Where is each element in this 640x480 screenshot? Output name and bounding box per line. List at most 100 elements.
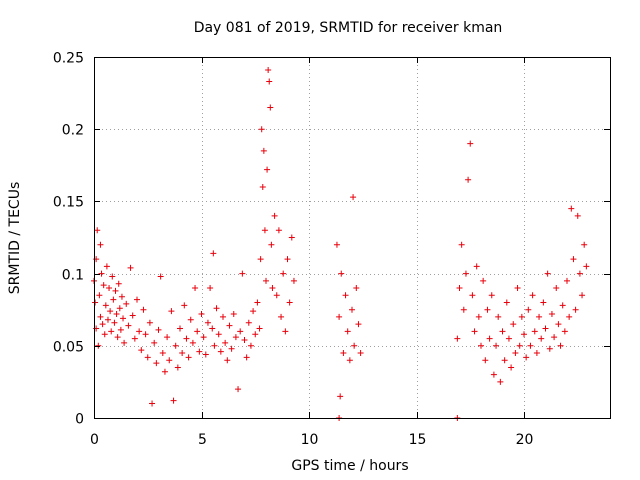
data-point	[478, 342, 484, 349]
y-tick-label: 0.05	[53, 340, 84, 356]
data-point	[486, 335, 493, 342]
data-point	[501, 357, 508, 364]
data-point	[344, 328, 351, 335]
data-point	[97, 313, 104, 320]
data-point	[355, 321, 362, 328]
data-point	[256, 325, 263, 332]
data-point	[518, 313, 525, 320]
data-point	[204, 319, 211, 326]
x-tick-label: 0	[90, 432, 99, 448]
data-point	[217, 348, 224, 355]
data-point	[523, 354, 530, 361]
data-point	[271, 212, 278, 219]
data-point	[94, 227, 101, 234]
y-axis-label: SRMTID / TECUs	[7, 182, 23, 295]
data-point	[484, 306, 491, 313]
data-point	[129, 312, 136, 319]
data-point	[264, 166, 271, 173]
data-point	[284, 256, 291, 263]
data-point	[342, 292, 349, 299]
data-point	[92, 299, 99, 306]
data-point	[454, 335, 461, 342]
data-point	[574, 212, 581, 219]
data-point	[266, 78, 273, 85]
data-point	[473, 263, 480, 270]
data-point	[273, 292, 280, 299]
data-point	[113, 311, 120, 318]
x-tick-label: 10	[301, 432, 319, 448]
data-point	[529, 292, 536, 299]
data-point	[337, 393, 344, 400]
data-point	[110, 296, 117, 303]
data-point	[98, 270, 105, 277]
data-point	[561, 328, 568, 335]
data-point	[544, 270, 551, 277]
data-point	[120, 315, 127, 322]
x-axis-label: GPS time / hours	[291, 458, 408, 474]
data-point	[499, 328, 506, 335]
data-point	[516, 342, 523, 349]
data-point	[282, 328, 289, 335]
data-point	[576, 270, 583, 277]
data-point	[351, 342, 358, 349]
data-point	[232, 334, 239, 341]
data-point	[109, 273, 116, 280]
data-point	[557, 342, 564, 349]
data-point	[99, 321, 106, 328]
data-point	[257, 256, 264, 263]
data-point	[260, 147, 267, 154]
data-point	[168, 308, 175, 315]
data-point	[241, 337, 248, 344]
data-point	[198, 311, 205, 318]
data-point	[540, 299, 547, 306]
data-point	[252, 331, 259, 338]
data-point	[265, 66, 272, 73]
data-point	[187, 316, 194, 323]
data-point	[497, 378, 504, 385]
data-point	[125, 322, 132, 329]
data-point	[538, 335, 545, 342]
data-point	[170, 397, 177, 404]
data-point	[136, 328, 143, 335]
data-point	[106, 285, 113, 292]
data-point	[275, 227, 282, 234]
data-point	[460, 306, 467, 313]
data-point	[250, 308, 257, 315]
data-point	[553, 285, 560, 292]
data-point	[112, 287, 119, 294]
y-tick-label: 0.15	[53, 195, 84, 211]
data-point	[207, 285, 214, 292]
data-point	[490, 371, 497, 378]
data-point	[245, 319, 252, 326]
data-point	[546, 345, 553, 352]
data-point	[290, 277, 297, 284]
data-point	[514, 285, 521, 292]
data-point	[146, 319, 153, 326]
data-point	[181, 302, 188, 309]
data-point	[209, 325, 216, 332]
x-tick-label: 15	[409, 432, 427, 448]
data-point	[96, 292, 103, 299]
grid-lines	[94, 57, 610, 418]
data-point	[555, 321, 562, 328]
data-point	[564, 277, 570, 284]
data-point	[237, 328, 244, 335]
data-point	[572, 306, 579, 313]
data-point	[536, 313, 543, 320]
data-point	[200, 334, 207, 341]
data-point	[340, 350, 347, 357]
y-tick-label: 0	[75, 412, 84, 428]
data-point	[247, 342, 254, 349]
data-point	[215, 331, 222, 338]
data-point	[525, 306, 532, 313]
x-tick-label: 5	[198, 432, 207, 448]
data-point	[138, 347, 145, 354]
data-point	[151, 339, 158, 346]
data-point	[161, 368, 168, 375]
data-point	[172, 342, 179, 349]
data-point	[192, 285, 199, 292]
data-point	[211, 342, 218, 349]
data-point	[179, 350, 186, 357]
data-point	[258, 126, 265, 133]
